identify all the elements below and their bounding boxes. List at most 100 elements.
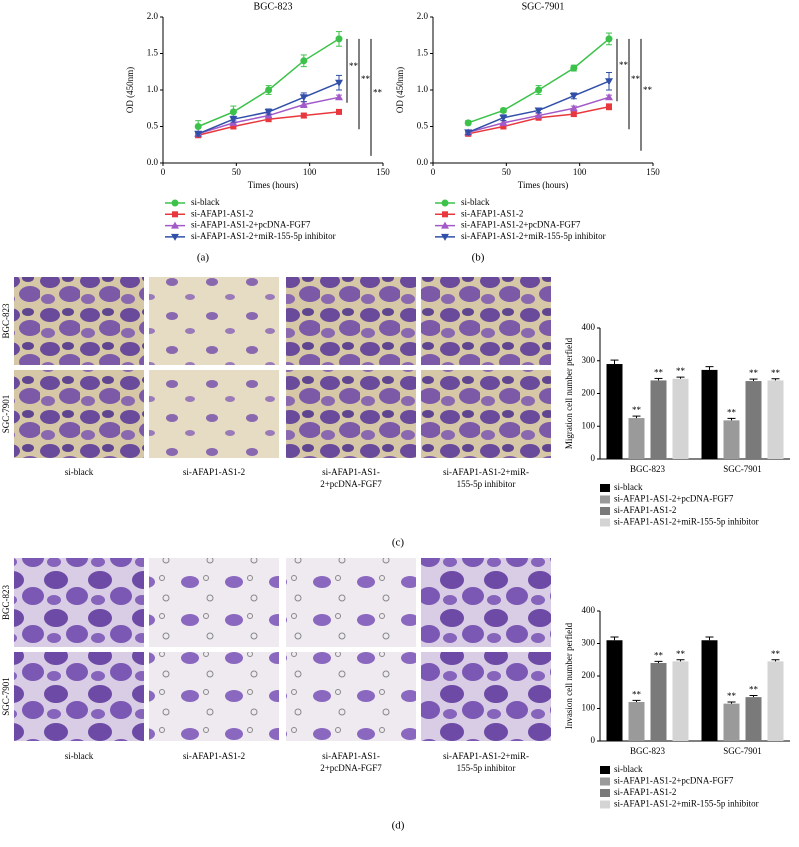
micrograph	[421, 558, 551, 647]
significance-label: **	[619, 60, 629, 70]
marker	[265, 86, 273, 94]
marker	[605, 35, 613, 43]
marker	[441, 221, 449, 229]
x-tick-label: 0	[161, 167, 166, 177]
y-tick-label: 1.0	[417, 84, 429, 94]
y-axis-label: OD (450nm)	[125, 67, 135, 113]
y-tick-label: 1.5	[417, 48, 429, 58]
x-tick-label: SGC-7901	[723, 464, 762, 474]
y-tick-label: 0	[591, 453, 596, 463]
significance-label: **	[643, 85, 653, 95]
significance-label: **	[676, 366, 686, 376]
marker	[194, 130, 203, 138]
marker	[335, 79, 343, 87]
y-tick-label: 1.0	[147, 84, 159, 94]
significance-label: **	[727, 691, 737, 701]
legend-label: si-AFAP1-AS1-2	[614, 787, 676, 797]
x-tick-label: 50	[502, 167, 512, 177]
marker	[229, 116, 238, 124]
micrograph	[421, 652, 551, 741]
legend-label: si-AFAP1-AS1-2+pcDNA-FGF7	[614, 776, 734, 786]
marker	[534, 111, 543, 119]
x-tick-label: BGC-823	[630, 746, 666, 756]
marker	[535, 86, 543, 94]
x-tick-label: 150	[376, 167, 390, 177]
micrograph	[286, 277, 416, 365]
significance-label: **	[631, 74, 641, 84]
marker	[194, 123, 202, 130]
legend-label: si-AFAP1-AS1-2+pcDNA-FGF7	[614, 494, 734, 504]
chart-title: SGC-7901	[522, 1, 565, 12]
micrograph	[149, 652, 279, 741]
row-label: BGC-823	[1, 303, 11, 339]
micrograph	[421, 277, 551, 365]
image-caption: si-AFAP1-AS1-	[322, 467, 380, 477]
row-label: SGC-7901	[1, 677, 11, 716]
y-tick-label: 2.0	[147, 11, 159, 21]
micrograph	[14, 558, 144, 647]
image-caption: si-AFAP1-AS1-2+miR-	[443, 467, 529, 477]
legend-label: si-black	[614, 482, 643, 492]
legend-swatch	[600, 495, 610, 504]
y-tick-label: 300	[582, 638, 596, 648]
y-tick-label: 400	[582, 322, 596, 332]
row-label: BGC-823	[1, 585, 11, 621]
legend-label: si-AFAP1-AS1-2	[461, 208, 523, 218]
x-tick-label: 150	[646, 167, 660, 177]
bar	[701, 640, 718, 741]
image-caption: 2+pcDNA-FGF7	[320, 763, 382, 773]
x-tick-label: 100	[303, 167, 317, 177]
x-tick-label: SGC-7901	[723, 746, 762, 756]
legend-label: si-AFAP1-AS1-2+pcDNA-FGF7	[461, 220, 581, 230]
marker	[171, 233, 179, 241]
marker	[441, 199, 449, 207]
marker	[500, 123, 507, 130]
significance-label: **	[749, 685, 759, 695]
bar	[606, 364, 623, 459]
legend-label: si-black	[614, 764, 643, 774]
marker	[336, 108, 342, 115]
image-caption: 155-5p inhibitor	[457, 763, 516, 773]
marker	[171, 221, 179, 229]
micrograph	[149, 277, 279, 365]
y-axis-label: Migration cell number perfield	[564, 337, 574, 449]
x-tick-label: 100	[573, 167, 587, 177]
marker	[605, 78, 613, 86]
marker	[265, 116, 272, 123]
bar	[701, 369, 718, 459]
image-caption: si-AFAP1-AS1-	[322, 751, 380, 761]
y-tick-label: 0.5	[417, 121, 429, 131]
micrograph	[14, 652, 144, 741]
legend-label: si-AFAP1-AS1-2+pcDNA-FGF7	[191, 220, 311, 230]
marker	[441, 233, 449, 241]
bar	[672, 378, 689, 459]
y-tick-label: 400	[582, 605, 596, 615]
marker	[569, 104, 578, 112]
marker	[299, 94, 308, 102]
y-tick-label: 100	[582, 420, 596, 430]
legend-label: si-AFAP1-AS1-2	[614, 505, 676, 515]
micrograph	[14, 370, 144, 458]
significance-label: **	[349, 61, 359, 71]
legend-label: si-AFAP1-AS1-2+miR-155-5p inhibitor	[461, 231, 606, 241]
marker	[534, 107, 543, 115]
legend-swatch	[600, 789, 610, 797]
legend-label: si-black	[461, 197, 490, 207]
micrograph	[149, 558, 279, 647]
legend-label: si-AFAP1-AS1-2	[191, 208, 253, 218]
x-tick-label: BGC-823	[630, 464, 666, 474]
significance-label: **	[654, 367, 664, 377]
bar	[672, 661, 689, 741]
y-tick-label: 300	[582, 355, 596, 365]
panel-label: (c)	[392, 537, 405, 549]
legend-swatch	[600, 518, 610, 527]
legend-label: si-AFAP1-AS1-2+miR-155-5p inhibitor	[191, 231, 336, 241]
marker	[499, 118, 508, 126]
x-axis-label: Times (hours)	[518, 180, 568, 190]
y-tick-label: 0	[591, 735, 596, 745]
micrograph	[14, 277, 144, 365]
marker	[464, 119, 472, 127]
bar	[745, 381, 762, 459]
y-tick-label: 0.5	[147, 121, 159, 131]
